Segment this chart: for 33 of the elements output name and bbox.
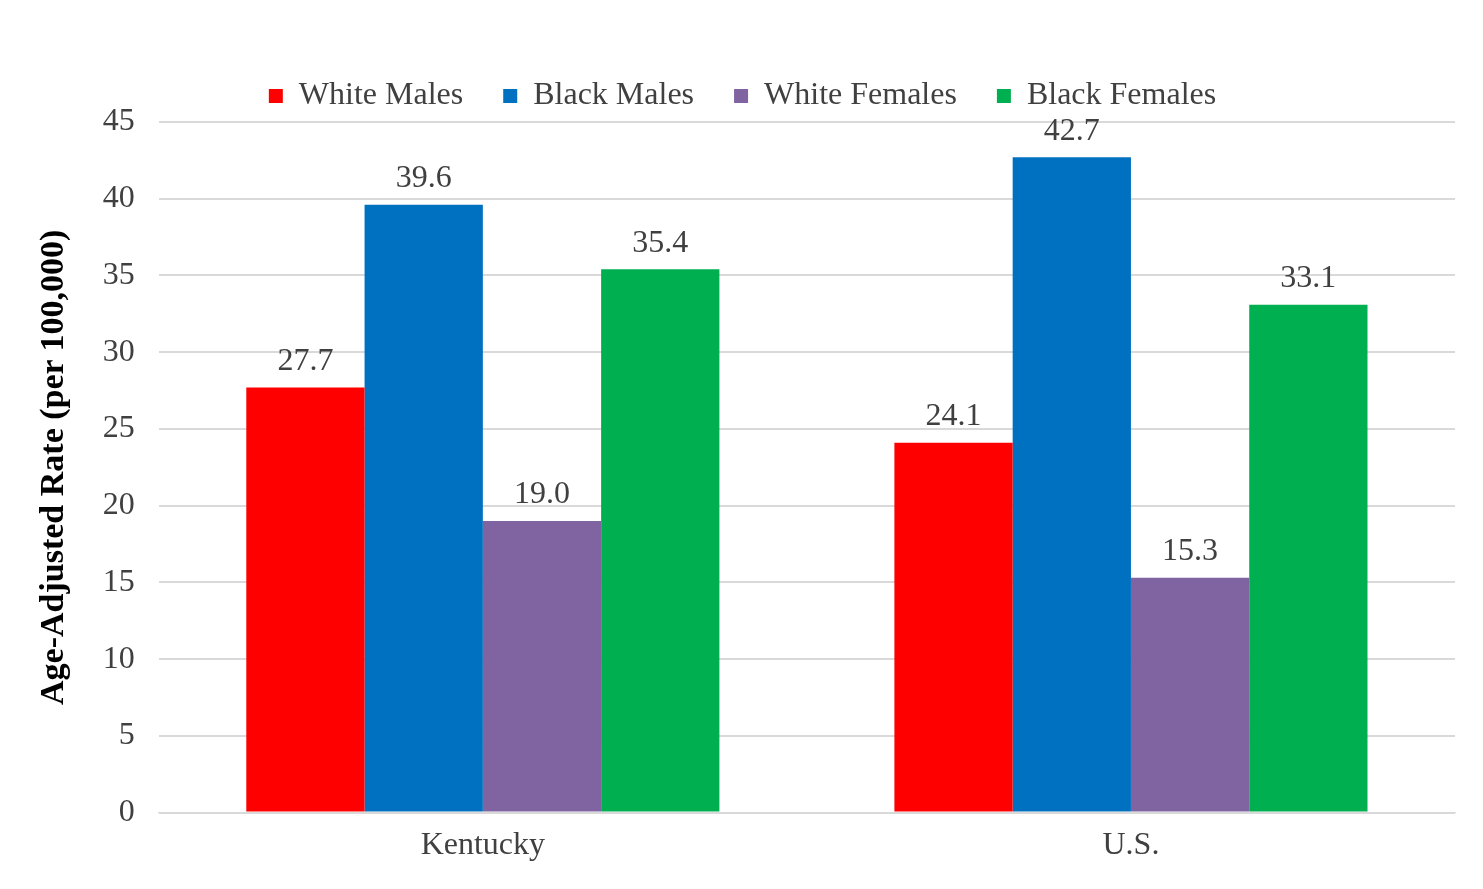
y-axis-title: Age-Adjusted Rate (per 100,000) <box>33 229 72 705</box>
bar <box>1130 577 1250 812</box>
bar <box>482 521 602 812</box>
data-label: 24.1 <box>925 396 982 433</box>
data-label: 35.4 <box>632 222 689 259</box>
x-tick-label: U.S. <box>1102 825 1160 862</box>
data-label: 15.3 <box>1162 531 1219 568</box>
data-label: 33.1 <box>1280 258 1337 295</box>
bar <box>894 442 1013 812</box>
legend-label: Black Males <box>533 75 695 112</box>
y-tick-label: 35 <box>102 254 135 291</box>
y-tick-label: 15 <box>102 561 135 598</box>
data-label: 42.7 <box>1043 110 1100 147</box>
y-tick-label: 30 <box>102 331 135 368</box>
y-tick-label: 20 <box>102 485 135 522</box>
y-tick-label: 5 <box>118 715 135 752</box>
legend-label: White Males <box>298 75 464 112</box>
data-label: 27.7 <box>277 340 334 377</box>
y-tick-label: 40 <box>102 178 135 215</box>
y-tick-label: 45 <box>102 101 135 138</box>
y-tick-label: 0 <box>118 792 135 829</box>
legend-label: Black Females <box>1026 75 1217 112</box>
bar <box>601 269 720 812</box>
y-tick-label: 25 <box>102 408 135 445</box>
data-label: 19.0 <box>513 474 570 511</box>
bar <box>246 387 365 812</box>
data-label: 39.6 <box>395 158 452 195</box>
bar <box>364 204 483 812</box>
bar <box>1012 157 1131 812</box>
y-tick-label: 10 <box>102 638 135 675</box>
bar <box>1249 304 1368 812</box>
legend-label: White Females <box>764 75 957 112</box>
x-tick-label: Kentucky <box>420 825 546 862</box>
